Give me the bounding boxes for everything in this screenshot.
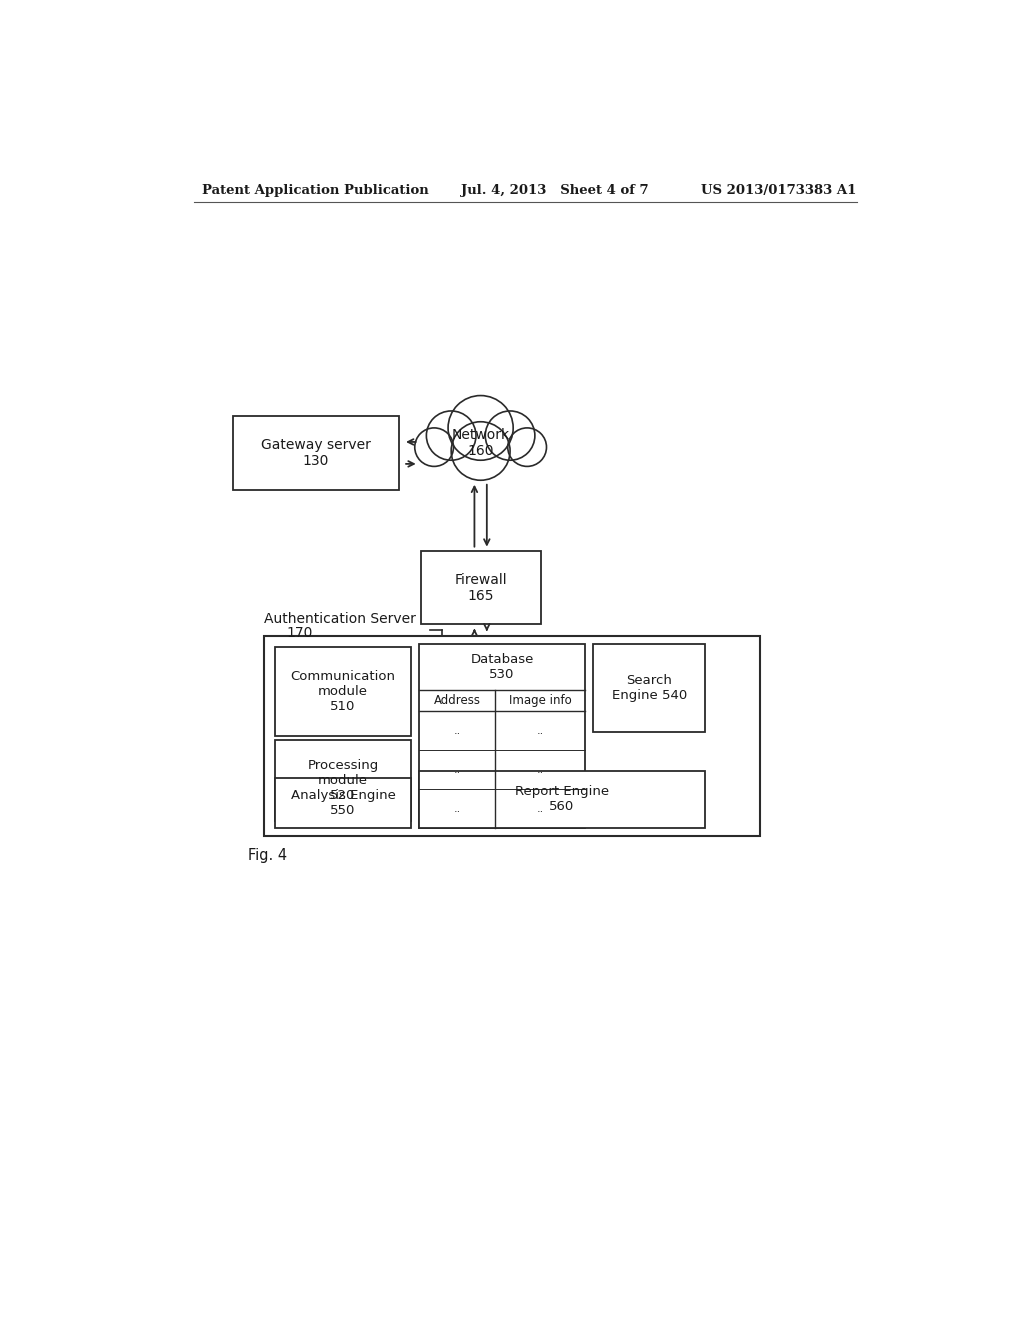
Text: Analysis Engine
550: Analysis Engine 550 xyxy=(291,789,395,817)
FancyBboxPatch shape xyxy=(232,416,399,490)
Text: Fig. 4: Fig. 4 xyxy=(248,847,288,862)
Text: ..: .. xyxy=(537,804,544,814)
Text: Authentication Server: Authentication Server xyxy=(263,611,416,626)
Circle shape xyxy=(415,428,454,466)
Text: Network
160: Network 160 xyxy=(452,428,510,458)
Text: ..: .. xyxy=(454,804,461,814)
Text: Communication
module
510: Communication module 510 xyxy=(291,671,395,713)
FancyBboxPatch shape xyxy=(275,739,411,821)
FancyBboxPatch shape xyxy=(275,779,411,829)
Text: US 2013/0173383 A1: US 2013/0173383 A1 xyxy=(701,185,856,197)
Circle shape xyxy=(426,411,476,461)
Text: Report Engine
560: Report Engine 560 xyxy=(515,785,609,813)
Circle shape xyxy=(508,428,547,466)
Text: Firewall
165: Firewall 165 xyxy=(455,573,507,603)
Text: Processing
module
520: Processing module 520 xyxy=(307,759,379,801)
FancyBboxPatch shape xyxy=(419,771,706,829)
Text: Database
530: Database 530 xyxy=(470,652,534,681)
Circle shape xyxy=(449,396,513,461)
Circle shape xyxy=(485,411,535,461)
FancyBboxPatch shape xyxy=(263,636,760,836)
Text: ..: .. xyxy=(537,764,544,775)
Text: ..: .. xyxy=(454,726,461,735)
Text: Address: Address xyxy=(433,694,480,708)
Text: ..: .. xyxy=(537,726,544,735)
Text: 170: 170 xyxy=(287,626,313,640)
FancyBboxPatch shape xyxy=(419,644,586,829)
Text: Gateway server
130: Gateway server 130 xyxy=(261,438,371,469)
FancyBboxPatch shape xyxy=(593,644,706,733)
Text: Patent Application Publication: Patent Application Publication xyxy=(202,185,428,197)
FancyBboxPatch shape xyxy=(421,552,541,624)
Circle shape xyxy=(452,422,510,480)
Text: ..: .. xyxy=(454,764,461,775)
Text: Jul. 4, 2013   Sheet 4 of 7: Jul. 4, 2013 Sheet 4 of 7 xyxy=(461,185,649,197)
Text: Search
Engine 540: Search Engine 540 xyxy=(611,673,687,702)
Text: Image info: Image info xyxy=(509,694,571,708)
FancyBboxPatch shape xyxy=(275,647,411,737)
